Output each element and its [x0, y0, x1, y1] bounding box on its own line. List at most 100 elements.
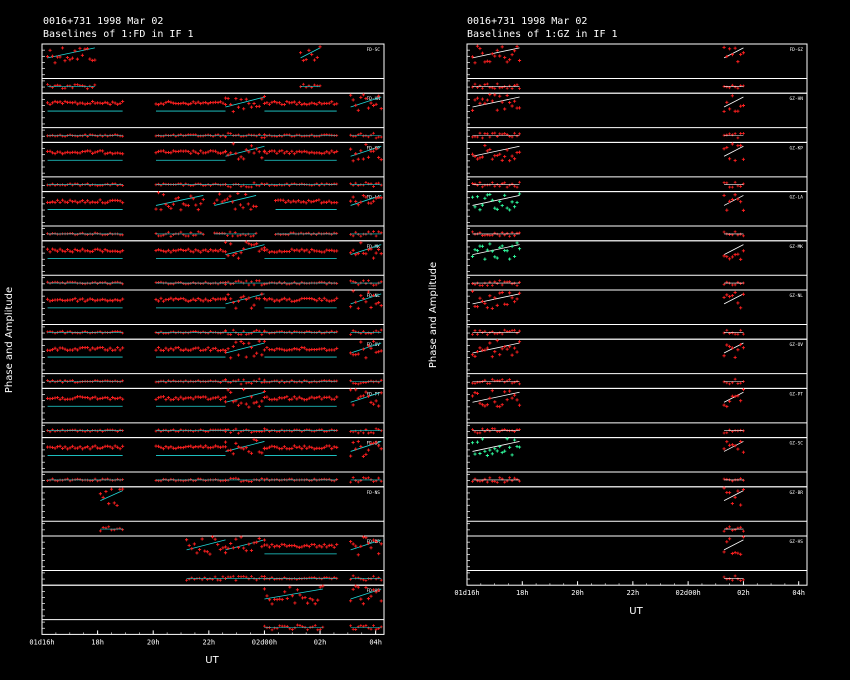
- amplitude-point: [320, 577, 324, 581]
- phase-point: [199, 444, 203, 448]
- amplitude-point: [176, 281, 180, 284]
- phase-point: [83, 102, 87, 106]
- model-line: [723, 490, 744, 501]
- amplitude-point: [498, 331, 502, 335]
- phase-point: [480, 299, 485, 303]
- phase-point: [75, 57, 80, 61]
- phase-point: [371, 441, 376, 445]
- phase-point: [159, 296, 163, 300]
- phase-point: [161, 395, 166, 399]
- amplitude-point: [725, 431, 729, 435]
- phase-point: [45, 247, 50, 251]
- phase-point: [322, 296, 326, 300]
- phase-point: [733, 290, 737, 295]
- amplitude-point: [81, 478, 84, 482]
- phase-point: [186, 102, 190, 106]
- phase-point: [204, 151, 208, 155]
- amplitude-point: [277, 330, 281, 334]
- amplitude-point: [361, 279, 365, 283]
- phase-point: [113, 298, 117, 302]
- baseline-label: GZ-LA: [789, 195, 803, 201]
- amplitude-point: [73, 83, 77, 87]
- phase-point: [510, 244, 514, 248]
- phase-point: [189, 396, 193, 400]
- phase-point: [242, 341, 246, 346]
- phase-point: [517, 150, 522, 154]
- amplitude-point: [356, 480, 360, 484]
- phase-point: [741, 346, 746, 350]
- phase-point: [285, 298, 289, 302]
- amplitude-point: [369, 379, 373, 383]
- phase-point: [83, 299, 87, 303]
- amplitude-point: [485, 132, 489, 136]
- amplitude-point: [224, 378, 227, 381]
- phase-point: [223, 240, 228, 244]
- phase-point: [741, 387, 746, 392]
- phase-point: [218, 348, 223, 353]
- amplitude-point: [111, 281, 115, 285]
- phase-point: [366, 290, 371, 294]
- model-line: [723, 244, 744, 255]
- amplitude-point: [367, 431, 370, 435]
- phase-point: [216, 100, 220, 105]
- amplitude-point: [306, 628, 309, 632]
- phase-point: [485, 193, 489, 197]
- phase-point: [515, 350, 519, 354]
- phase-point: [45, 297, 50, 301]
- phase-point: [201, 299, 205, 303]
- amplitude-point: [254, 231, 258, 235]
- phase-point: [252, 401, 256, 405]
- phase-point: [317, 198, 321, 202]
- amplitude-point: [98, 428, 102, 432]
- phase-point: [166, 297, 171, 302]
- phase-point: [191, 250, 195, 254]
- amplitude-point: [377, 576, 381, 580]
- phase-point: [239, 535, 243, 539]
- phase-point: [88, 57, 92, 61]
- phase-point: [736, 252, 740, 256]
- amplitude-point: [372, 131, 375, 135]
- amplitude-point: [200, 578, 204, 582]
- phase-point: [733, 495, 737, 499]
- phase-point: [320, 152, 324, 156]
- phase-point: [231, 200, 235, 204]
- phase-point: [267, 545, 272, 549]
- amplitude-point: [367, 135, 370, 139]
- phase-point: [349, 147, 353, 151]
- amplitude-point: [244, 279, 248, 283]
- phase-point: [101, 396, 105, 400]
- phase-point: [377, 552, 381, 556]
- phase-point: [292, 543, 296, 548]
- baseline-label: GZ-KP: [789, 145, 803, 151]
- amplitude-point: [510, 135, 514, 139]
- phase-point: [290, 594, 294, 598]
- amplitude-point: [335, 379, 339, 383]
- amplitude-point: [157, 182, 160, 186]
- phase-point: [741, 249, 746, 253]
- amplitude-point: [354, 330, 358, 334]
- phase-point: [475, 440, 480, 444]
- amplitude-point: [107, 525, 111, 529]
- phase-point: [166, 204, 171, 209]
- phase-point: [60, 396, 65, 400]
- phase-point: [512, 346, 517, 350]
- phase-point: [191, 197, 195, 201]
- phase-point: [736, 197, 740, 201]
- x-tick-label: 02h: [314, 638, 327, 646]
- phase-point: [364, 96, 368, 101]
- phase-point: [60, 101, 65, 106]
- phase-point: [478, 451, 482, 456]
- amplitude-point: [199, 134, 203, 138]
- amplitude-point: [231, 477, 235, 481]
- amplitude-point: [736, 382, 740, 385]
- left-subtitle: Baselines of 1:FD in IF 1: [43, 29, 194, 40]
- amplitude-point: [280, 379, 284, 383]
- amplitude-point: [174, 331, 178, 335]
- phase-point: [722, 295, 726, 300]
- phase-point: [725, 404, 729, 409]
- amplitude-point: [351, 280, 355, 284]
- phase-point: [285, 348, 289, 352]
- phase-point: [361, 157, 365, 161]
- phase-point: [728, 491, 732, 495]
- amplitude-point: [490, 233, 494, 237]
